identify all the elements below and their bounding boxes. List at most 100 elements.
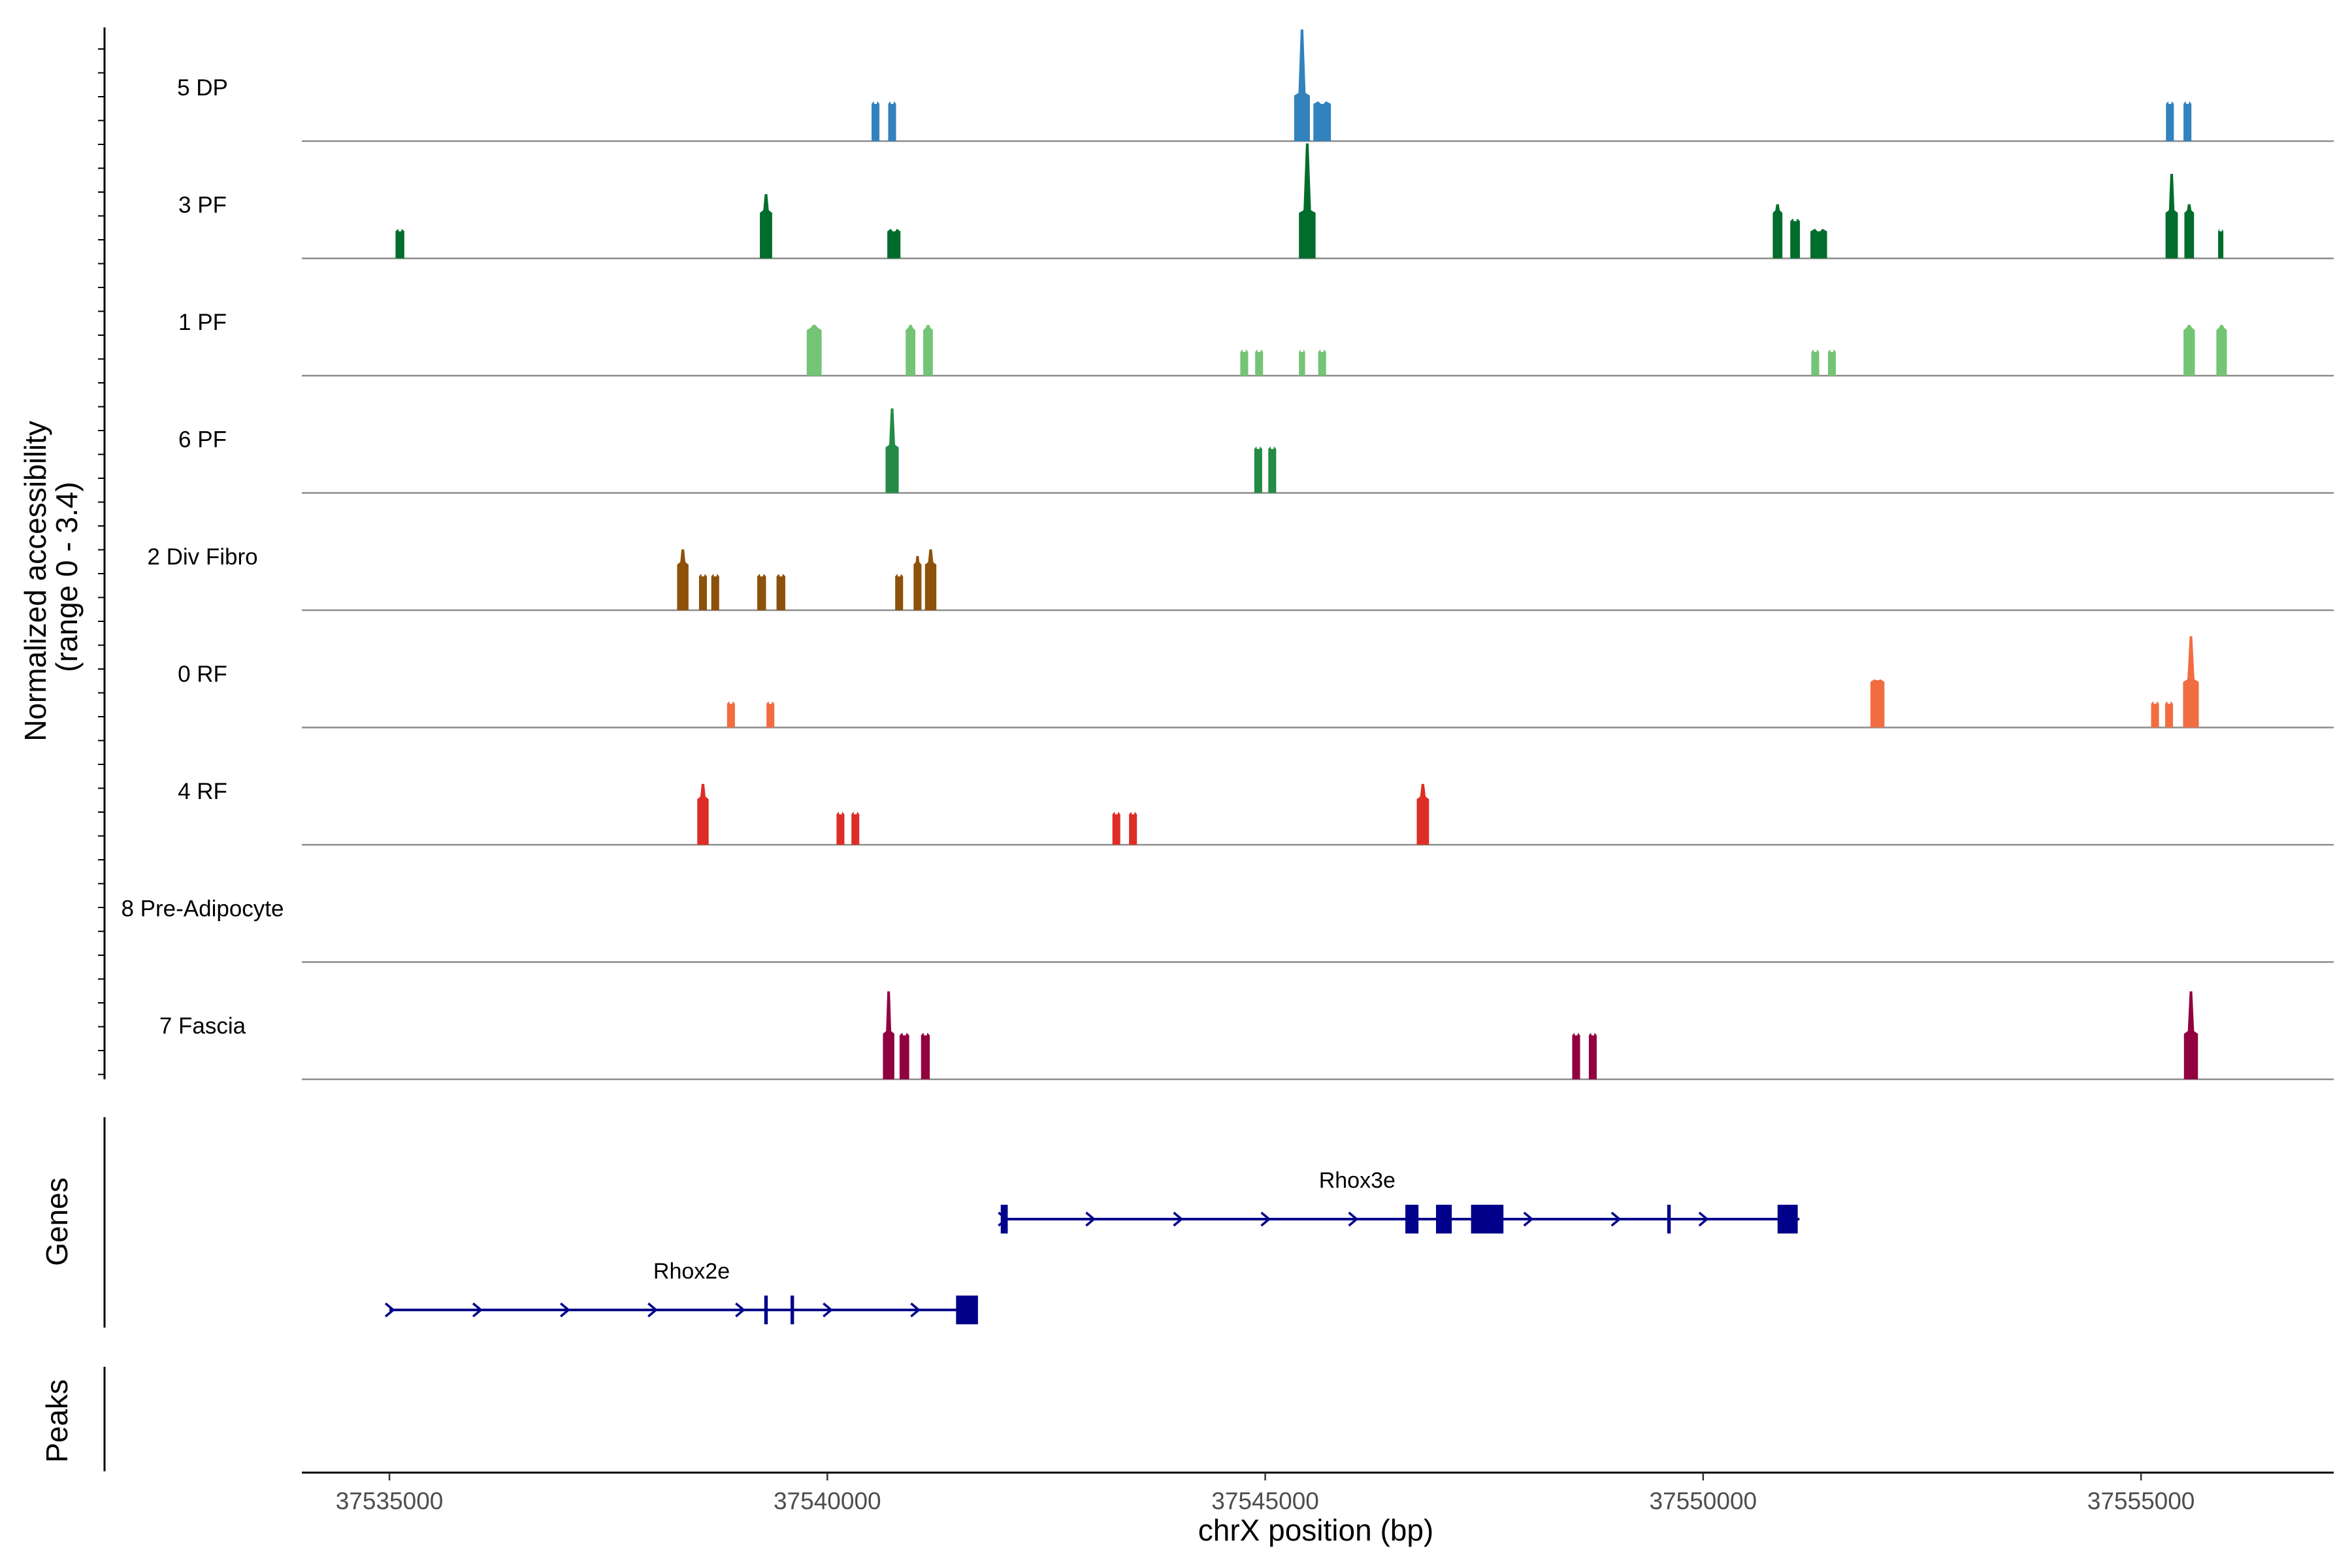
coverage-peak <box>1870 679 1885 728</box>
coverage-peak <box>395 229 404 259</box>
coverage-peak <box>906 325 916 376</box>
exon <box>1777 1205 1798 1233</box>
strand-arrow <box>647 1302 658 1318</box>
coverage-peak <box>895 574 904 610</box>
strand-arrow <box>1698 1211 1709 1227</box>
exon <box>1667 1205 1671 1233</box>
exon <box>956 1296 978 1324</box>
gene-annotation-panel: Rhox3e Rhox2e <box>103 1117 1800 1328</box>
coverage-peak <box>697 783 709 845</box>
coverage-peak <box>2164 701 2174 728</box>
coverage-peak <box>1112 811 1120 845</box>
coverage-peak <box>1572 1032 1580 1079</box>
x-tick-label: 37540000 <box>774 1488 881 1514</box>
strand-arrow <box>823 1302 834 1318</box>
coverage-peak <box>1772 204 1783 259</box>
coverage-peak <box>872 101 880 141</box>
coverage-peak <box>1299 143 1316 259</box>
coverage-peak <box>698 574 707 610</box>
coverage-peak <box>1318 349 1326 376</box>
left-y-axis <box>98 27 106 1079</box>
peaks-side-label: Peaks <box>40 1379 74 1463</box>
coverage-peak <box>2216 325 2227 376</box>
exon <box>1471 1205 1504 1233</box>
x-axis: 37535000 37540000 37545000 37550000 37555000 <box>302 1471 2334 1514</box>
strand-arrow <box>1523 1211 1534 1227</box>
gene-name-label: Rhox3e <box>1319 1168 1396 1193</box>
exon <box>764 1296 768 1324</box>
x-axis-title: chrX position (bp) <box>1198 1513 1434 1547</box>
coverage-peak <box>851 811 860 845</box>
coverage-peak <box>888 101 896 141</box>
coverage-peak <box>2151 701 2159 728</box>
strand-arrow <box>560 1302 570 1318</box>
genes-side-label: Genes <box>40 1177 74 1266</box>
coverage-peak <box>2166 101 2174 141</box>
coverage-peak <box>2183 636 2199 728</box>
strand-arrow <box>1348 1211 1359 1227</box>
coverage-peak <box>1254 446 1262 493</box>
track-labels: 5 DP 3 PF 1 PF 6 PF 2 Div Fibro 0 RF 4 RF 8 Pre… <box>121 75 284 1039</box>
coverage-peak <box>2183 101 2192 141</box>
coverage-peak <box>2183 325 2195 376</box>
x-tick-label: 37555000 <box>2087 1488 2195 1514</box>
coverage-peak <box>760 194 772 259</box>
coverage-peak <box>727 701 735 728</box>
coverage-peak <box>1313 101 1331 141</box>
coverage-peak <box>1299 349 1305 376</box>
coverage-peak <box>924 549 937 610</box>
strand-arrow <box>735 1302 745 1318</box>
strand-arrow <box>472 1302 483 1318</box>
track-label: 5 DP <box>177 75 228 101</box>
coverage-peak <box>1827 349 1836 376</box>
coverage-peak <box>883 991 894 1079</box>
coverage-peak <box>923 325 933 376</box>
track-label: 8 Pre-Adipocyte <box>121 896 284 922</box>
x-tick-label: 37550000 <box>1650 1488 1757 1514</box>
coverage-peak <box>1811 349 1820 376</box>
coverage-peak <box>776 574 785 610</box>
track-label: 2 Div Fibro <box>147 544 257 570</box>
coverage-peak <box>766 701 775 728</box>
track-label: 7 Fascia <box>159 1013 246 1039</box>
coverage-peak <box>757 574 766 610</box>
strand-arrow <box>1260 1211 1271 1227</box>
coverage-peak <box>836 811 845 845</box>
coverage-peak <box>885 408 899 493</box>
coverage-peak <box>1294 29 1310 142</box>
coverage-peak <box>899 1032 909 1079</box>
x-tick-label: 37535000 <box>336 1488 444 1514</box>
coverage-peak <box>1588 1032 1597 1079</box>
track-label: 4 RF <box>178 779 227 804</box>
coverage-peak <box>1240 349 1249 376</box>
strand-arrow <box>1610 1211 1622 1227</box>
coverage-peak <box>2184 204 2195 259</box>
strand-arrow <box>384 1302 395 1318</box>
track-label: 0 RF <box>178 662 227 687</box>
track-label: 1 PF <box>178 310 227 335</box>
coverage-peak <box>1268 446 1277 493</box>
strand-arrow <box>910 1302 921 1318</box>
gene-name-label: Rhox2e <box>653 1259 730 1284</box>
coverage-peak <box>2183 991 2198 1079</box>
coverage-peak <box>677 549 689 610</box>
coverage-peak <box>921 1032 930 1079</box>
coverage-peak <box>913 556 922 610</box>
exon <box>1000 1205 1008 1233</box>
coverage-peak <box>1255 349 1264 376</box>
coverage-peak <box>2165 174 2178 259</box>
coverage-peak <box>1810 229 1827 259</box>
track-label: 6 PF <box>178 427 227 453</box>
exon <box>1405 1205 1419 1233</box>
y-axis-title: Normalized accessibility (range 0 - 3.4) <box>18 412 84 742</box>
strand-arrow <box>1173 1211 1184 1227</box>
exon <box>791 1296 794 1324</box>
coverage-peak <box>887 229 901 259</box>
coverage-peak <box>1416 783 1429 845</box>
accessibility-tracks <box>302 29 2334 1081</box>
exon <box>1435 1205 1452 1233</box>
coverage-peak <box>1790 218 1800 259</box>
coverage-peak <box>1129 811 1137 845</box>
coverage-peak <box>806 325 822 376</box>
